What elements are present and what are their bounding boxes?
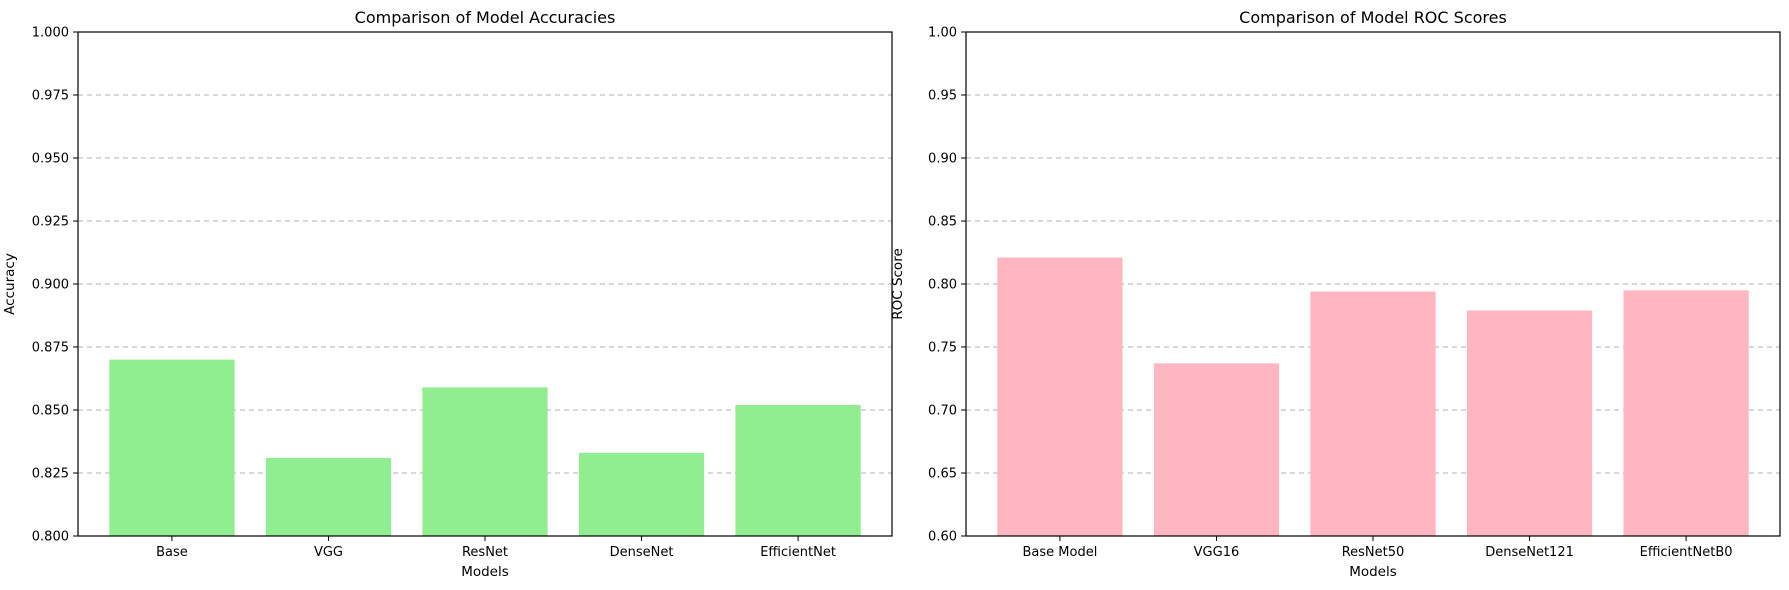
chart-title: Comparison of Model Accuracies xyxy=(355,8,616,27)
y-tick-label: 0.875 xyxy=(32,341,69,356)
y-tick-label: 0.80 xyxy=(928,278,957,293)
x-tick-label: DenseNet xyxy=(610,545,674,560)
bar-resnet50 xyxy=(1310,291,1436,536)
y-tick-label: 0.75 xyxy=(928,341,957,356)
y-tick-label: 0.900 xyxy=(32,278,69,293)
x-tick-label: ResNet xyxy=(462,545,508,560)
y-tick-label: 0.60 xyxy=(928,530,957,545)
x-tick-label: VGG16 xyxy=(1194,545,1240,560)
x-tick-label: DenseNet121 xyxy=(1485,545,1574,560)
bar-base-model xyxy=(997,257,1123,536)
bar-efficientnet xyxy=(735,404,861,536)
bar-vgg16 xyxy=(1153,363,1280,536)
chart-title: Comparison of Model ROC Scores xyxy=(1239,8,1507,27)
accuracy-chart: 0.800 0.825 0.850 0.875 0.900 0.925 0.950 0.975… xyxy=(2,8,893,580)
x-tick-label: EfficientNetB0 xyxy=(1640,545,1733,560)
y-tick-label: 0.65 xyxy=(928,467,957,482)
bar-resnet xyxy=(422,387,548,536)
bar-densenet xyxy=(578,452,705,536)
bar-base xyxy=(109,359,235,536)
y-axis-label: ROC Score xyxy=(890,248,906,320)
plot-frame xyxy=(77,31,893,537)
y-tick-label: 0.975 xyxy=(32,89,69,104)
x-tick-label: Base xyxy=(156,545,188,560)
y-axis-label: Accuracy xyxy=(2,253,18,315)
x-axis-label: Models xyxy=(1349,564,1397,580)
y-tick-label: 0.800 xyxy=(32,530,69,545)
x-tick-label: VGG xyxy=(314,545,343,560)
y-tick-label: 1.000 xyxy=(32,26,69,41)
y-tick-label: 0.70 xyxy=(928,404,957,419)
y-tick-label: 0.85 xyxy=(928,215,957,230)
x-tick-label: ResNet50 xyxy=(1342,545,1405,560)
y-tick-label: 0.90 xyxy=(928,152,957,167)
x-tick-label: Base Model xyxy=(1023,545,1098,560)
bar-efficientnetb0 xyxy=(1623,290,1749,536)
bar-densenet121 xyxy=(1466,310,1593,536)
y-tick-label: 0.95 xyxy=(928,89,957,104)
plot-frame xyxy=(965,31,1781,537)
x-axis-label: Models xyxy=(461,564,509,580)
y-tick-label: 0.825 xyxy=(32,467,69,482)
roc-chart: 0.60 0.65 0.70 0.75 0.80 0.85 0.90 0.95 1.00 Base… xyxy=(890,8,1781,580)
bar-vgg xyxy=(265,457,392,536)
y-tick-label: 0.950 xyxy=(32,152,69,167)
x-tick-label: EfficientNet xyxy=(760,545,836,560)
y-tick-label: 0.925 xyxy=(32,215,69,230)
y-tick-label: 1.00 xyxy=(928,26,957,41)
y-tick-label: 0.850 xyxy=(32,404,69,419)
